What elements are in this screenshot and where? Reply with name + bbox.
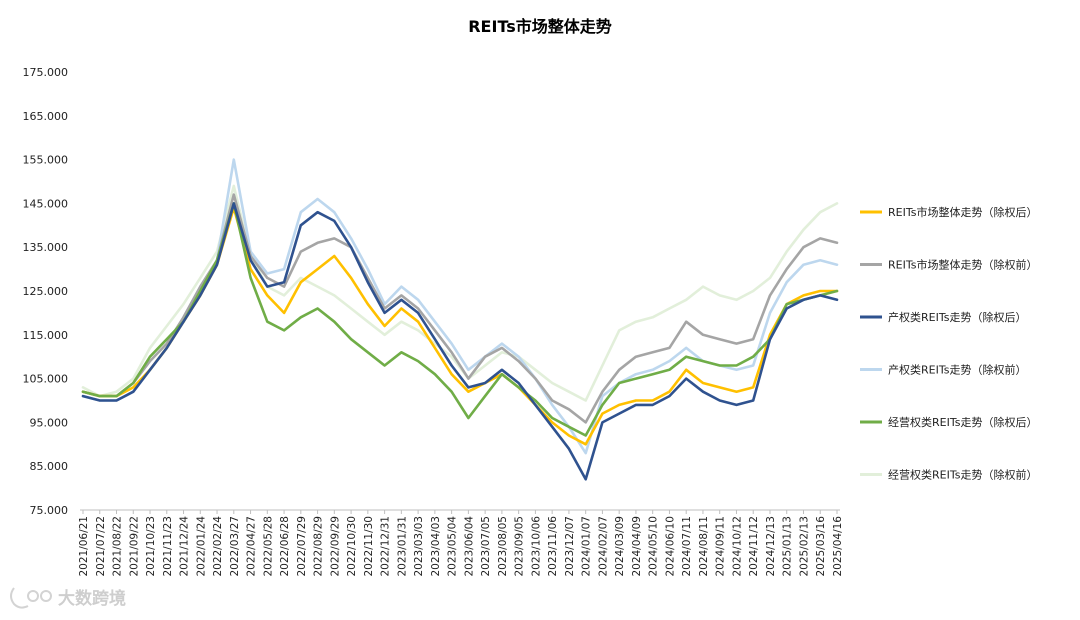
x-tick-label: 2023/05/04 [447, 516, 459, 577]
y-tick-label: 135.000 [23, 241, 69, 254]
x-tick-label: 2021/12/24 [179, 516, 191, 577]
x-tick-label: 2023/03/03 [413, 516, 425, 577]
x-axis: 2021/06/21 2021/07/22 2021/08/22 2021/09/22… [78, 509, 844, 577]
x-tick-label: 2024/04/09 [631, 516, 643, 577]
legend-label-3: 产权类REITs走势（除权前） [888, 363, 1026, 377]
y-tick-label: 95.000 [30, 416, 69, 429]
x-tick-label: 2024/10/12 [731, 516, 743, 577]
x-tick-label: 2022/10/30 [346, 516, 358, 577]
x-tick-label: 2023/07/05 [480, 516, 492, 577]
x-tick-label: 2024/05/10 [648, 516, 660, 577]
series-line-4 [81, 202, 839, 437]
legend-label-0: REITs市场整体走势（除权后） [888, 205, 1037, 219]
chart-title: REITs市场整体走势 [468, 17, 612, 36]
y-tick-label: 115.000 [23, 329, 69, 342]
y-tick-label: 75.000 [30, 504, 69, 517]
x-tick-label: 2024/03/09 [614, 516, 626, 577]
x-tick-label: 2024/09/11 [715, 516, 727, 577]
x-tick-label: 2023/01/31 [396, 516, 408, 577]
x-tick-label: 2022/11/30 [363, 516, 375, 577]
x-tick-label: 2025/01/13 [782, 516, 794, 577]
x-tick-label: 2022/05/28 [262, 516, 274, 577]
series-layer [81, 158, 839, 481]
x-tick-label: 2024/01/07 [581, 516, 593, 577]
y-tick-label: 165.000 [23, 110, 69, 123]
y-tick-label: 105.000 [23, 373, 69, 386]
legend-label-5: 经营权类REITs走势（除权前） [888, 468, 1037, 482]
series-line-0 [81, 206, 839, 446]
x-tick-label: 2021/10/23 [145, 516, 157, 577]
x-tick-label: 2025/03/16 [815, 516, 827, 577]
x-tick-label: 2022/09/29 [329, 516, 341, 577]
x-tick-label: 2025/02/13 [798, 516, 810, 577]
y-tick-label: 175.000 [23, 66, 69, 79]
watermark: 大数跨境 [10, 587, 126, 609]
x-tick-label: 2022/02/24 [212, 516, 224, 577]
x-tick-label: 2023/10/06 [530, 516, 542, 577]
x-tick-label: 2021/08/22 [112, 516, 124, 577]
y-tick-label: 145.000 [23, 197, 69, 210]
x-tick-label: 2024/12/13 [765, 516, 777, 577]
x-tick-label: 2023/12/07 [564, 516, 576, 577]
x-tick-label: 2022/07/29 [296, 516, 308, 577]
x-tick-label: 2021/06/21 [78, 516, 90, 577]
x-tick-label: 2022/01/24 [195, 516, 207, 577]
watermark-text: 大数跨境 [58, 588, 126, 609]
x-tick-label: 2023/04/03 [430, 516, 442, 577]
x-tick-label: 2022/12/31 [380, 516, 392, 577]
x-tick-label: 2021/09/22 [128, 516, 140, 577]
x-tick-label: 2024/02/07 [597, 516, 609, 577]
y-axis: 75.000 85.000 95.000 105.000 115.000 125.000 1… [23, 66, 69, 517]
x-tick-label: 2023/11/06 [547, 516, 559, 577]
x-tick-label: 2024/07/11 [681, 516, 693, 577]
x-tick-label: 2022/04/27 [246, 516, 258, 577]
legend-label-4: 经营权类REITs走势（除权后） [888, 415, 1037, 429]
x-tick-label: 2022/03/27 [229, 516, 241, 577]
x-tick-label: 2022/06/28 [279, 516, 291, 577]
legend-label-1: REITs市场整体走势（除权前） [888, 258, 1037, 272]
x-tick-label: 2022/08/29 [313, 516, 325, 577]
x-tick-label: 2021/07/22 [95, 516, 107, 577]
x-tick-label: 2021/11/23 [162, 516, 174, 577]
x-tick-label: 2024/11/12 [748, 516, 760, 577]
x-tick-label: 2024/06/10 [664, 516, 676, 577]
x-tick-label: 2023/06/04 [463, 516, 475, 577]
series-line-2 [81, 202, 839, 481]
x-tick-label: 2024/08/11 [698, 516, 710, 577]
x-tick-label: 2025/04/16 [832, 516, 844, 577]
y-tick-label: 125.000 [23, 285, 69, 298]
legend: REITs市场整体走势（除权后） REITs市场整体走势（除权前） 产权类REITs… [860, 205, 1037, 482]
y-tick-label: 155.000 [23, 154, 69, 167]
y-tick-label: 85.000 [30, 460, 69, 473]
x-tick-label: 2023/09/05 [514, 516, 526, 577]
legend-label-2: 产权类REITs走势（除权后） [888, 310, 1026, 324]
watermark-logo-icon [10, 587, 52, 609]
x-tick-label: 2023/08/05 [497, 516, 509, 577]
series-line-3 [81, 158, 839, 455]
